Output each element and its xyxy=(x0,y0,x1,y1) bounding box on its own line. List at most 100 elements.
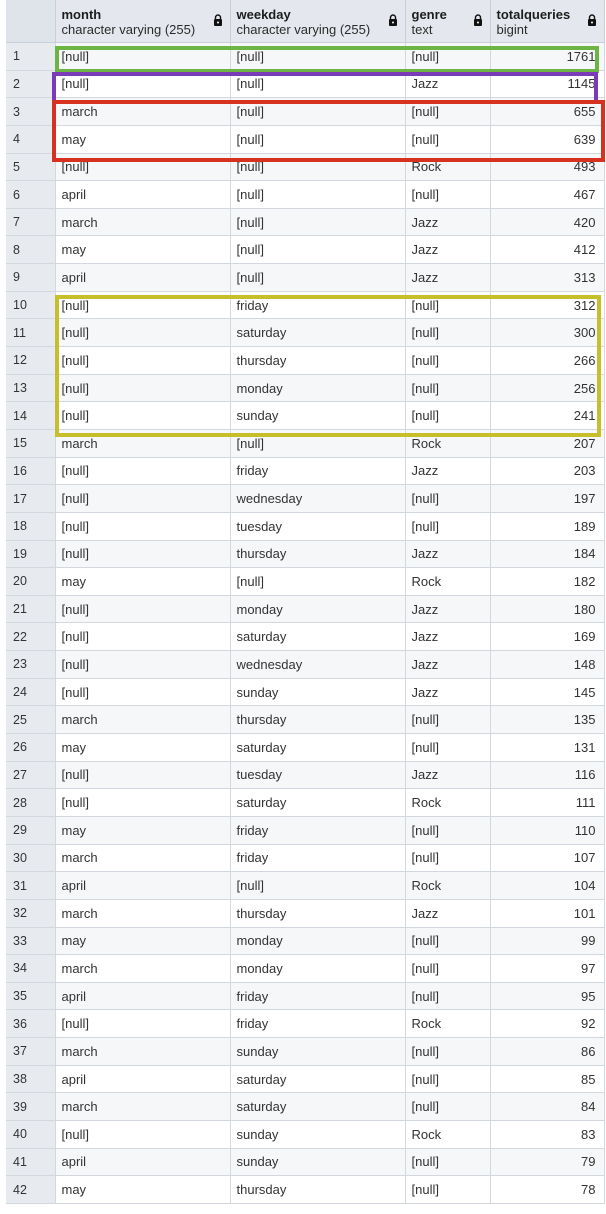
cell-genre[interactable]: Rock xyxy=(405,153,491,182)
cell-month[interactable]: may xyxy=(55,125,231,154)
cell-month[interactable]: april xyxy=(55,263,231,292)
cell-weekday[interactable]: friday xyxy=(230,291,406,320)
cell-month[interactable]: march xyxy=(55,1037,231,1066)
cell-month[interactable]: may xyxy=(55,567,231,596)
cell-genre[interactable]: Jazz xyxy=(405,235,491,265)
row-number-cell[interactable]: 33 xyxy=(6,927,56,956)
table-row[interactable]: 20 may [null] Rock 182 xyxy=(6,567,605,596)
table-row[interactable]: 16 [null] friday Jazz 203 xyxy=(6,457,605,486)
table-row[interactable]: 41 april sunday [null] 79 xyxy=(6,1148,605,1177)
cell-weekday[interactable]: [null] xyxy=(230,567,406,596)
row-number-cell[interactable]: 27 xyxy=(6,761,56,790)
cell-weekday[interactable]: sunday xyxy=(230,678,406,707)
table-row[interactable]: 2 [null] [null] Jazz 1145 xyxy=(6,70,605,99)
table-row[interactable]: 22 [null] saturday Jazz 169 xyxy=(6,622,605,652)
cell-totalqueries[interactable]: 110 xyxy=(490,816,605,845)
table-row[interactable]: 13 [null] monday [null] 256 xyxy=(6,374,605,403)
cell-totalqueries[interactable]: 182 xyxy=(490,567,605,596)
cell-totalqueries[interactable]: 189 xyxy=(490,512,605,541)
cell-month[interactable]: march xyxy=(55,844,231,873)
cell-totalqueries[interactable]: 312 xyxy=(490,291,605,320)
table-row[interactable]: 40 [null] sunday Rock 83 xyxy=(6,1120,605,1149)
cell-totalqueries[interactable]: 197 xyxy=(490,484,605,513)
cell-weekday[interactable]: saturday xyxy=(230,622,406,652)
cell-genre[interactable]: [null] xyxy=(405,291,491,320)
cell-totalqueries[interactable]: 1145 xyxy=(490,70,605,99)
row-number-cell[interactable]: 29 xyxy=(6,816,56,845)
cell-genre[interactable]: [null] xyxy=(405,97,491,126)
table-row[interactable]: 3 march [null] [null] 655 xyxy=(6,97,605,126)
cell-weekday[interactable]: saturday xyxy=(230,788,406,817)
cell-genre[interactable]: [null] xyxy=(405,982,491,1011)
cell-totalqueries[interactable]: 97 xyxy=(490,954,605,983)
cell-totalqueries[interactable]: 145 xyxy=(490,678,605,707)
cell-genre[interactable]: Rock xyxy=(405,1120,491,1149)
cell-totalqueries[interactable]: 86 xyxy=(490,1037,605,1066)
cell-weekday[interactable]: monday xyxy=(230,954,406,983)
cell-genre[interactable]: [null] xyxy=(405,125,491,154)
row-number-cell[interactable]: 42 xyxy=(6,1175,56,1204)
cell-month[interactable]: march xyxy=(55,1092,231,1121)
cell-genre[interactable]: [null] xyxy=(405,705,491,735)
cell-month[interactable]: [null] xyxy=(55,346,231,375)
cell-weekday[interactable]: thursday xyxy=(230,899,406,928)
cell-month[interactable]: [null] xyxy=(55,153,231,182)
table-row[interactable]: 18 [null] tuesday [null] 189 xyxy=(6,512,605,541)
table-row[interactable]: 35 april friday [null] 95 xyxy=(6,982,605,1011)
cell-totalqueries[interactable]: 639 xyxy=(490,125,605,154)
table-row[interactable]: 14 [null] sunday [null] 241 xyxy=(6,401,605,430)
table-row[interactable]: 27 [null] tuesday Jazz 116 xyxy=(6,761,605,790)
cell-weekday[interactable]: monday xyxy=(230,374,406,403)
cell-month[interactable]: may xyxy=(55,235,231,265)
row-number-cell[interactable]: 6 xyxy=(6,180,56,209)
cell-totalqueries[interactable]: 180 xyxy=(490,595,605,624)
column-header-weekday[interactable]: weekday character varying (255) xyxy=(230,0,406,43)
cell-month[interactable]: [null] xyxy=(55,761,231,790)
cell-genre[interactable]: Jazz xyxy=(405,761,491,790)
cell-weekday[interactable]: sunday xyxy=(230,1148,406,1177)
cell-genre[interactable]: [null] xyxy=(405,954,491,983)
cell-genre[interactable]: [null] xyxy=(405,844,491,873)
table-row[interactable]: 30 march friday [null] 107 xyxy=(6,844,605,873)
cell-weekday[interactable]: [null] xyxy=(230,153,406,182)
cell-weekday[interactable]: monday xyxy=(230,927,406,956)
table-row[interactable]: 28 [null] saturday Rock 111 xyxy=(6,788,605,817)
row-number-cell[interactable]: 7 xyxy=(6,208,56,237)
cell-weekday[interactable]: saturday xyxy=(230,733,406,762)
cell-genre[interactable]: Jazz xyxy=(405,622,491,652)
cell-genre[interactable]: [null] xyxy=(405,816,491,845)
cell-weekday[interactable]: [null] xyxy=(230,871,406,900)
cell-totalqueries[interactable]: 467 xyxy=(490,180,605,209)
cell-weekday[interactable]: thursday xyxy=(230,346,406,375)
cell-weekday[interactable]: saturday xyxy=(230,1065,406,1094)
row-number-header[interactable] xyxy=(6,0,56,43)
cell-month[interactable]: [null] xyxy=(55,70,231,99)
cell-weekday[interactable]: sunday xyxy=(230,1120,406,1149)
table-row[interactable]: 5 [null] [null] Rock 493 xyxy=(6,153,605,182)
cell-month[interactable]: [null] xyxy=(55,595,231,624)
table-row[interactable]: 23 [null] wednesday Jazz 148 xyxy=(6,650,605,679)
row-number-cell[interactable]: 25 xyxy=(6,705,56,735)
cell-weekday[interactable]: [null] xyxy=(230,429,406,458)
cell-month[interactable]: [null] xyxy=(55,650,231,679)
cell-totalqueries[interactable]: 79 xyxy=(490,1148,605,1177)
cell-totalqueries[interactable]: 104 xyxy=(490,871,605,900)
cell-month[interactable]: april xyxy=(55,982,231,1011)
row-number-cell[interactable]: 23 xyxy=(6,650,56,679)
table-row[interactable]: 11 [null] saturday [null] 300 xyxy=(6,318,605,348)
row-number-cell[interactable]: 17 xyxy=(6,484,56,513)
table-row[interactable]: 25 march thursday [null] 135 xyxy=(6,705,605,735)
table-row[interactable]: 31 april [null] Rock 104 xyxy=(6,871,605,900)
cell-month[interactable]: may xyxy=(55,816,231,845)
table-row[interactable]: 12 [null] thursday [null] 266 xyxy=(6,346,605,375)
cell-totalqueries[interactable]: 116 xyxy=(490,761,605,790)
cell-totalqueries[interactable]: 300 xyxy=(490,318,605,348)
row-number-cell[interactable]: 34 xyxy=(6,954,56,983)
cell-weekday[interactable]: wednesday xyxy=(230,484,406,513)
cell-genre[interactable]: Jazz xyxy=(405,208,491,237)
cell-genre[interactable]: [null] xyxy=(405,374,491,403)
cell-totalqueries[interactable]: 131 xyxy=(490,733,605,762)
row-number-cell[interactable]: 24 xyxy=(6,678,56,707)
cell-totalqueries[interactable]: 148 xyxy=(490,650,605,679)
table-row[interactable]: 33 may monday [null] 99 xyxy=(6,927,605,956)
